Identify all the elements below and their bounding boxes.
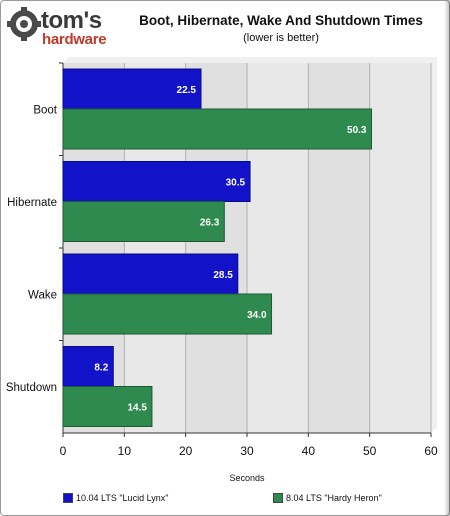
plot-band (369, 63, 431, 433)
bar-1 (62, 346, 114, 387)
legend-item-series-1: 10.04 LTS "Lucid Lynx" (63, 493, 168, 503)
x-axis-label: Seconds (229, 473, 265, 483)
legend: 10.04 LTS "Lucid Lynx" 8.04 LTS "Hardy H… (59, 488, 445, 508)
logo: tom's hardware (7, 7, 117, 51)
bar-value-label: 8.2 (94, 363, 108, 374)
bar-1 (62, 68, 202, 110)
legend-swatch-series-2 (273, 493, 283, 503)
bar-value-label: 34.0 (247, 310, 267, 321)
bar-value-label: 22.5 (177, 85, 197, 96)
legend-label-series-2: 8.04 LTS "Hardy Heron" (286, 493, 382, 503)
bar-value-label: 50.3 (347, 125, 367, 136)
logo-subword: hardware (42, 31, 107, 48)
bar-2 (62, 201, 225, 242)
bar-2 (62, 293, 273, 335)
y-tick-label: Hibernate (7, 197, 57, 209)
chart-title: Boot, Hibernate, Wake And Shutdown Times (139, 13, 423, 28)
frame-shadow (444, 0, 450, 516)
x-tick-label: 0 (60, 444, 67, 458)
x-tick-label: 40 (302, 444, 316, 458)
legend-item-series-2: 8.04 LTS "Hardy Heron" (273, 493, 382, 503)
logo-word: tom's (41, 7, 102, 34)
x-tick-label: 20 (179, 444, 193, 458)
legend-swatch-series-1 (63, 493, 73, 503)
y-tick-label: Boot (33, 104, 57, 116)
bar-2 (62, 386, 153, 427)
bar-value-label: 30.5 (226, 178, 246, 189)
legend-label-series-1: 10.04 LTS "Lucid Lynx" (76, 493, 169, 503)
bar-value-label: 28.5 (213, 270, 233, 281)
bar-1 (62, 161, 251, 202)
bar-1 (62, 253, 239, 295)
bar-2 (62, 108, 373, 150)
x-tick-label: 10 (118, 444, 132, 458)
x-tick-label: 50 (363, 444, 377, 458)
bar-value-label: 14.5 (127, 403, 147, 414)
y-tick-label: Wake (28, 289, 57, 301)
x-tick-label: 60 (424, 444, 438, 458)
logo-mark-icon (7, 7, 41, 41)
bar-value-label: 26.3 (200, 218, 220, 229)
x-tick-label: 30 (240, 444, 254, 458)
chart-subtitle: (lower is better) (243, 32, 319, 44)
y-tick-label: Shutdown (6, 382, 57, 394)
